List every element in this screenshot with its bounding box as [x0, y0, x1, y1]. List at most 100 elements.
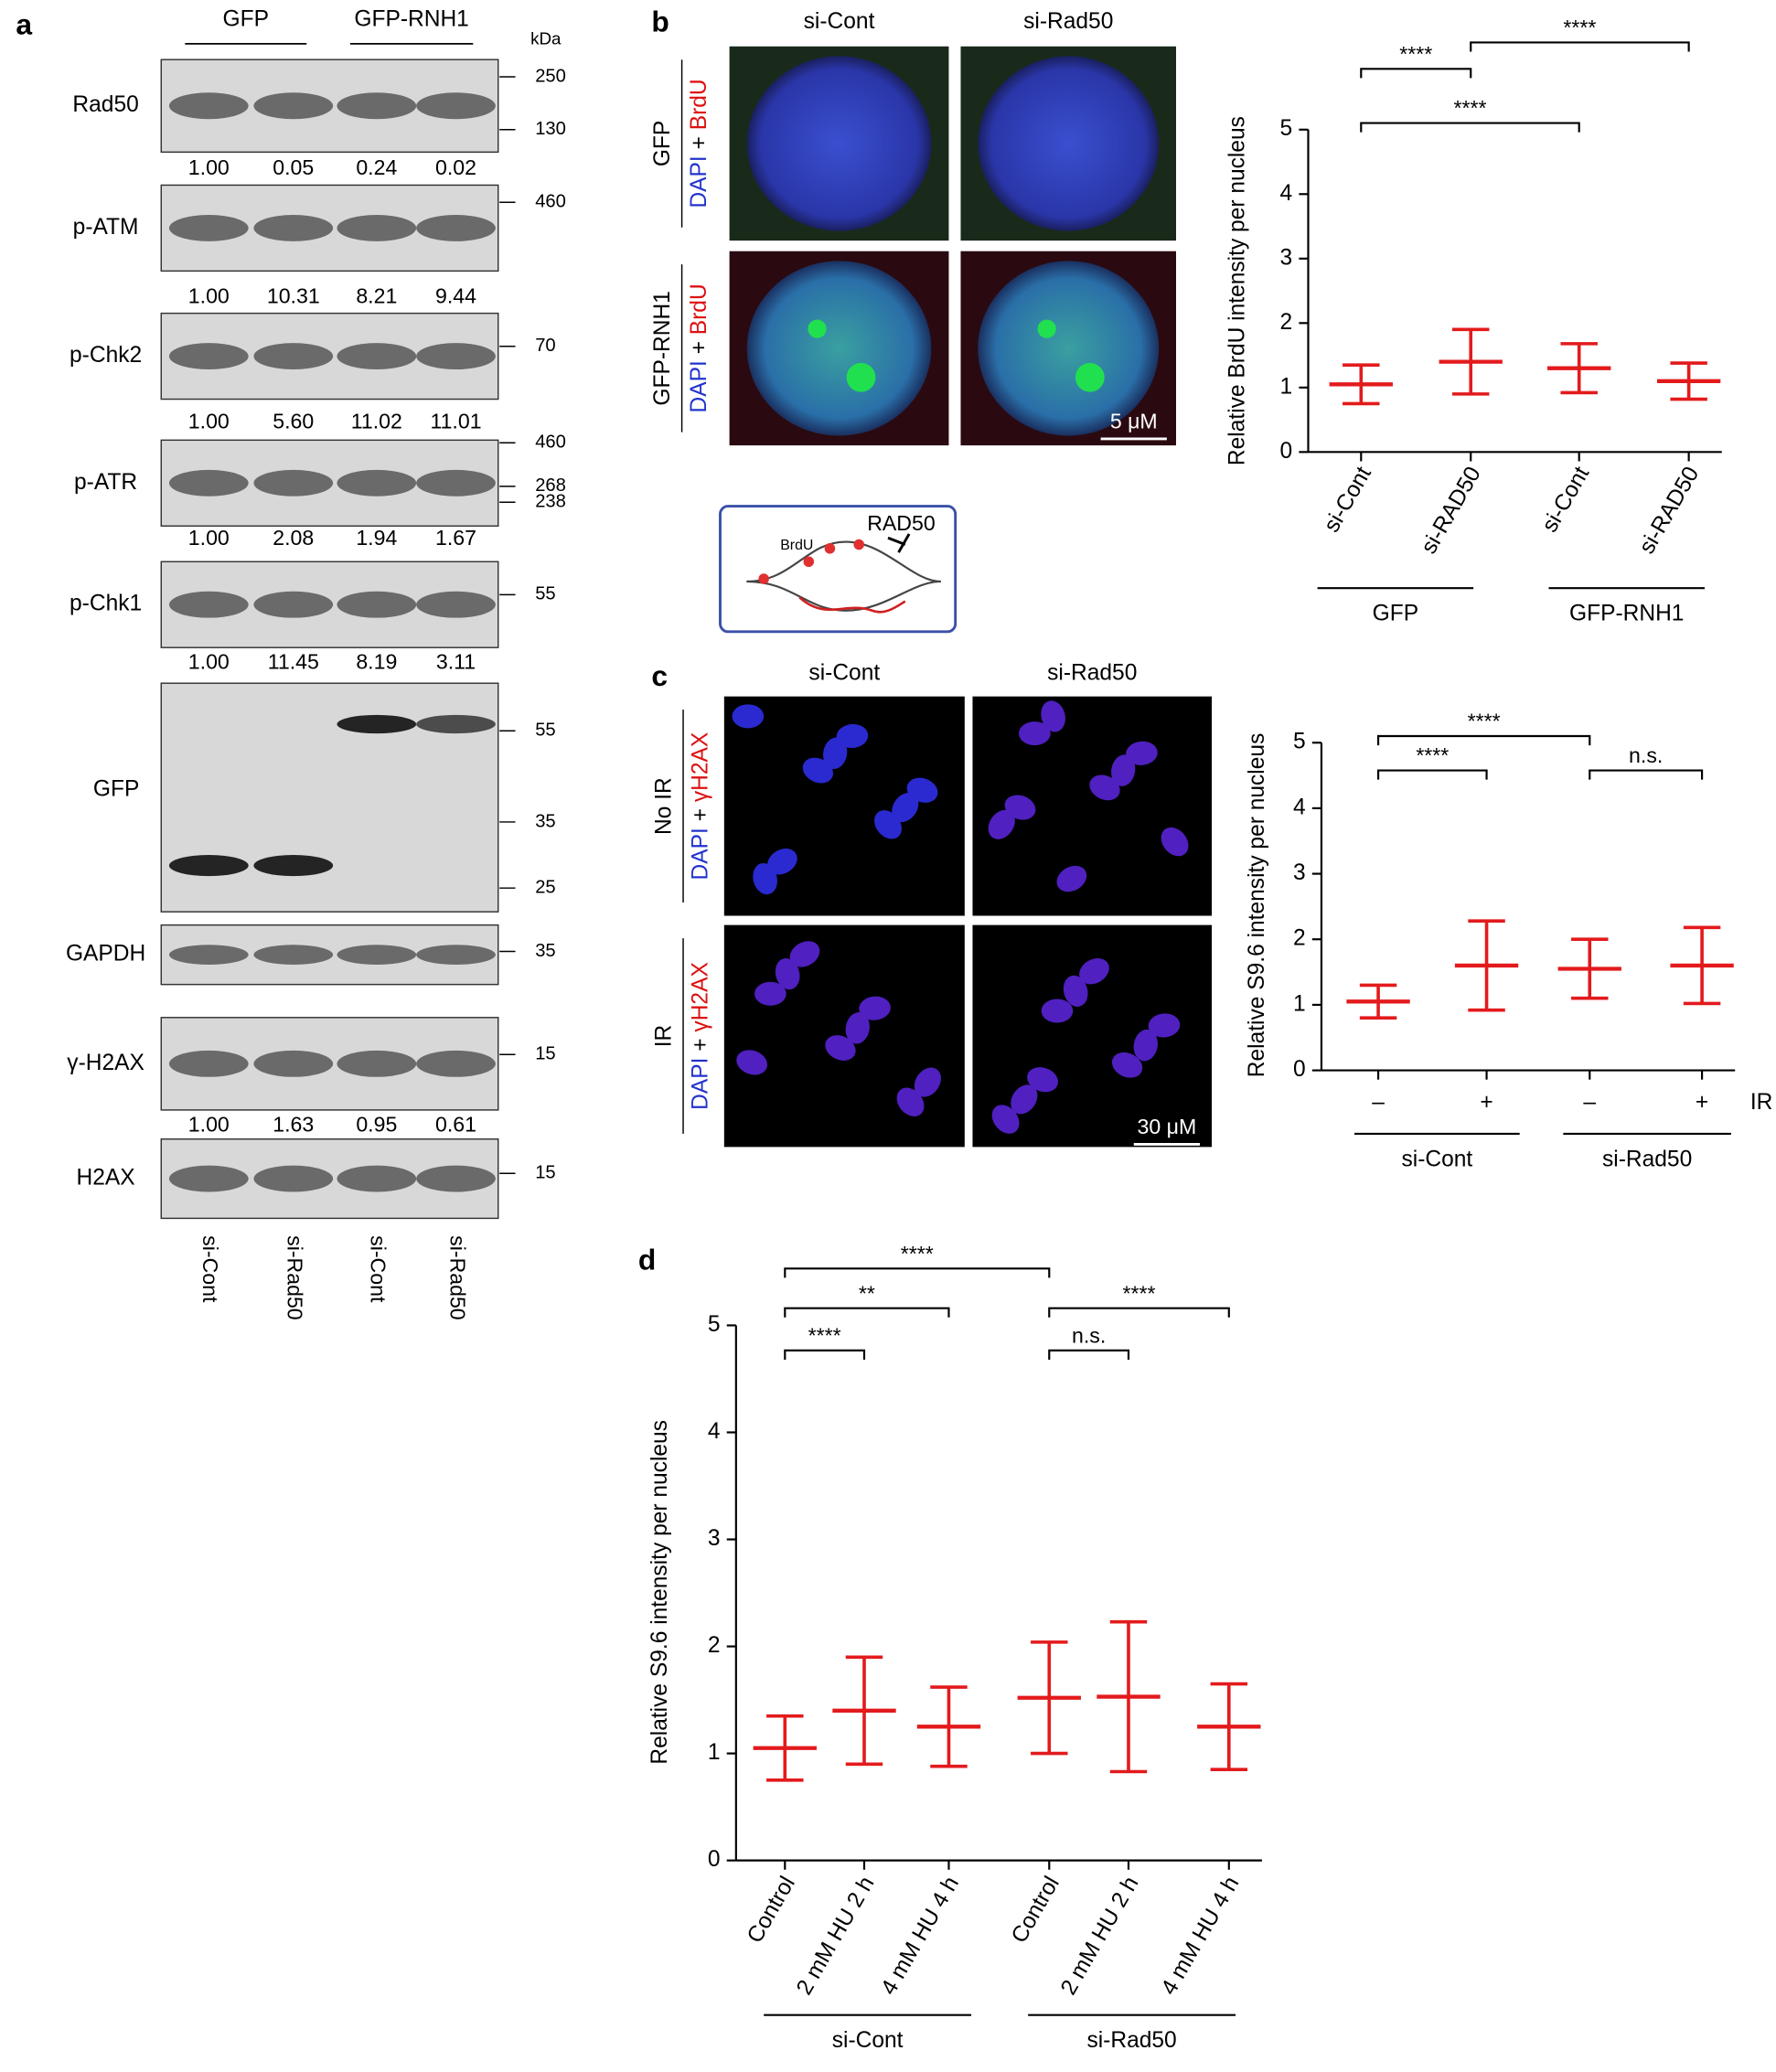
schematic-label: BrdU: [780, 538, 813, 553]
protein-label: GFP: [93, 777, 139, 802]
band: [416, 1050, 496, 1077]
row-label: GFP-RNH1: [650, 291, 675, 405]
significance-bracket: [1589, 769, 1704, 780]
y-tick-label: 1: [708, 1740, 721, 1765]
cell-nucleus: [1041, 999, 1074, 1023]
nucleolus: [808, 319, 827, 338]
band: [168, 855, 249, 877]
band: [337, 945, 417, 965]
nucleolus: [1075, 362, 1105, 392]
marker-label: 15: [535, 1163, 556, 1183]
stain-label: DAPI + γH2AX: [689, 962, 713, 1110]
cell-nucleus: [1063, 975, 1088, 1007]
protein-label: p-ATM: [73, 215, 139, 240]
x-tick-label: si-Cont: [1320, 463, 1376, 537]
cell-nucleus: [892, 792, 919, 823]
band: [337, 469, 417, 497]
quant-label: 1.00: [188, 283, 230, 307]
quant-label: 0.95: [356, 1112, 397, 1136]
cell-nucleus: [823, 737, 848, 770]
y-tick-label: 4: [1293, 795, 1306, 819]
significance-bracket: [784, 1349, 866, 1361]
lane-label: si-Rad50: [284, 1235, 307, 1319]
marker-label: 55: [535, 584, 556, 604]
protein-label: p-Chk2: [70, 343, 142, 368]
significance-bracket: [1048, 1307, 1230, 1318]
y-tick-label: 0: [708, 1847, 721, 1872]
x-axis-label: IR: [1750, 1090, 1773, 1115]
group-label: GFP-RNH1: [354, 6, 468, 31]
significance-label: n.s.: [1629, 743, 1663, 767]
panel-label: b: [651, 5, 669, 38]
row-label: IR: [651, 1025, 676, 1048]
marker-label: 35: [535, 941, 556, 961]
quant-label: 1.00: [188, 1112, 230, 1136]
marker-label: 268: [535, 475, 566, 496]
significance-bracket: [1048, 1349, 1130, 1361]
stain-plus: +: [689, 1032, 713, 1058]
band: [416, 469, 496, 497]
stain-stain_b: γH2AX: [689, 962, 713, 1031]
x-tick-label: 2 mM HU 2 h: [1056, 1873, 1144, 2000]
cell-nucleus: [1089, 774, 1120, 801]
band: [253, 1165, 334, 1192]
significance-label: ****: [1468, 710, 1501, 733]
cell-nucleus: [732, 704, 765, 729]
scale-label: 30 μM: [1138, 1115, 1197, 1138]
nucleus: [746, 261, 932, 436]
significance-bracket: [1376, 769, 1488, 780]
cell-nucleus: [991, 1105, 1020, 1134]
stain-stain_a: DAPI: [689, 1058, 713, 1110]
nucleus: [746, 56, 932, 231]
quant-label: 1.00: [188, 526, 230, 550]
x-tick-label: Control: [1007, 1873, 1065, 1948]
row-label: GFP: [650, 121, 675, 166]
band: [337, 1050, 417, 1077]
group-label: si-Cont: [1401, 1147, 1472, 1171]
significance-label: ****: [1123, 1281, 1156, 1305]
cell-nucleus: [1126, 741, 1158, 765]
cell-nucleus: [736, 1050, 768, 1075]
marker-label: 130: [535, 119, 566, 139]
cell-nucleus: [1148, 1013, 1181, 1038]
panel-label: a: [16, 7, 32, 40]
x-tick-label: Control: [743, 1873, 800, 1948]
protein-label: p-ATR: [74, 470, 137, 495]
quant-label: 1.67: [435, 526, 476, 550]
column-label: si-Cont: [808, 661, 880, 686]
quant-label: 0.02: [435, 155, 476, 179]
cell-nucleus: [1111, 1052, 1143, 1078]
quant-label: 0.61: [435, 1112, 476, 1136]
nucleus: [978, 261, 1160, 436]
protein-label: GAPDH: [66, 942, 145, 967]
band: [416, 945, 496, 965]
y-tick-label: 4: [1279, 181, 1292, 206]
cell-nucleus: [859, 996, 891, 1020]
band: [416, 591, 496, 618]
marker-label: 70: [535, 336, 556, 356]
cell-nucleus: [789, 941, 820, 967]
significance-bracket: [1360, 68, 1472, 79]
x-tick-label: –: [1583, 1090, 1596, 1115]
stain-stain_a: DAPI: [687, 360, 711, 412]
quant-label: 0.05: [273, 155, 314, 179]
significance-label: n.s.: [1072, 1324, 1106, 1348]
significance-label: ****: [1416, 743, 1449, 767]
schematic-strand: [746, 580, 941, 612]
quant-label: 11.01: [430, 410, 481, 433]
y-tick-label: 1: [1293, 991, 1306, 1016]
y-tick-label: 2: [708, 1633, 721, 1658]
significance-label: ****: [1454, 96, 1487, 120]
y-tick-label: 5: [708, 1312, 721, 1337]
band: [168, 214, 249, 241]
band: [337, 714, 417, 734]
cell-nucleus: [988, 809, 1015, 839]
stain-plus: +: [689, 802, 713, 828]
x-tick-label: 2 mM HU 2 h: [792, 1873, 880, 2000]
band: [168, 591, 249, 618]
group-label: si-Rad50: [1602, 1147, 1692, 1171]
x-tick-label: si-Cont: [1537, 463, 1594, 537]
marker-label: 460: [535, 192, 566, 212]
lane-label: si-Cont: [198, 1235, 222, 1303]
